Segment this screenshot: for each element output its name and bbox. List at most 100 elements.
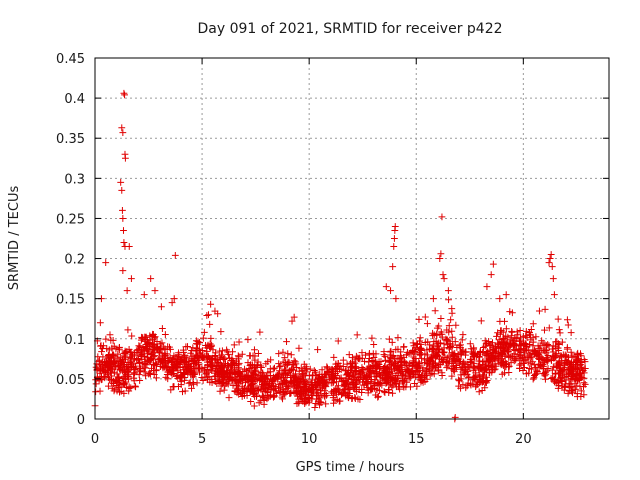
data-point <box>358 349 366 357</box>
data-point <box>445 322 453 330</box>
data-point <box>148 365 155 372</box>
data-point <box>418 345 425 353</box>
data-point <box>512 353 520 361</box>
data-point <box>392 380 400 387</box>
data-point <box>193 379 201 387</box>
data-point <box>418 372 425 380</box>
data-point <box>218 351 225 359</box>
data-point <box>456 377 463 385</box>
data-point <box>555 326 563 334</box>
data-point <box>382 370 390 377</box>
data-point <box>306 365 314 373</box>
data-point <box>162 373 170 381</box>
data-point <box>162 364 170 372</box>
data-point <box>219 347 226 355</box>
data-point <box>281 354 289 362</box>
data-point <box>385 335 393 343</box>
data-point <box>394 345 402 353</box>
y-tick-labels: 0 0.05 0.1 0.15 0.2 0.25 0.3 0.35 0.4 0.45 <box>56 52 85 428</box>
data-point <box>434 342 442 350</box>
data-point <box>545 324 553 332</box>
data-point <box>105 382 112 390</box>
data-point <box>271 364 278 372</box>
data-point <box>433 342 441 350</box>
data-point <box>149 333 157 340</box>
data-point <box>120 361 128 368</box>
data-point <box>199 377 207 384</box>
data-point <box>181 376 188 384</box>
data-point <box>389 389 396 397</box>
data-point <box>529 338 537 346</box>
data-point <box>275 381 283 388</box>
data-point <box>152 359 160 367</box>
data-point <box>173 364 181 371</box>
data-point <box>510 346 518 354</box>
data-point <box>376 365 383 373</box>
data-point <box>564 389 572 397</box>
data-point <box>483 283 491 291</box>
data-point <box>206 355 213 362</box>
data-point <box>233 371 241 379</box>
data-point <box>501 363 509 371</box>
data-point <box>440 348 448 356</box>
data-point <box>430 370 438 378</box>
data-point <box>568 383 576 390</box>
data-point <box>195 359 202 367</box>
data-point <box>548 357 555 364</box>
data-point <box>119 215 127 222</box>
data-point <box>464 379 472 387</box>
data-point <box>321 393 329 401</box>
data-point <box>558 382 566 390</box>
data-point <box>312 368 319 376</box>
plot-frame <box>94 57 610 420</box>
data-point <box>483 339 491 347</box>
data-point <box>178 373 186 381</box>
data-point <box>564 368 572 376</box>
data-point <box>376 364 384 372</box>
data-point <box>122 378 130 386</box>
data-point <box>189 373 197 381</box>
data-point <box>164 368 172 376</box>
data-point <box>348 362 356 370</box>
data-point <box>267 384 275 392</box>
data-point <box>387 348 395 356</box>
data-point <box>138 347 145 355</box>
data-point <box>506 341 514 349</box>
data-point <box>301 395 309 402</box>
data-point <box>426 371 434 379</box>
data-point <box>378 381 386 389</box>
data-point <box>316 370 324 378</box>
data-point <box>114 373 122 381</box>
data-point <box>391 235 398 242</box>
data-point <box>476 361 484 369</box>
data-point <box>160 352 168 360</box>
data-point <box>220 367 228 375</box>
data-point <box>292 387 300 395</box>
data-point <box>194 353 202 361</box>
data-point <box>507 359 515 367</box>
data-point <box>402 383 410 391</box>
data-point <box>266 365 274 373</box>
data-point <box>344 391 351 399</box>
data-point <box>336 365 343 373</box>
data-point <box>438 369 446 377</box>
data-point <box>199 334 207 342</box>
data-point <box>200 328 208 336</box>
data-point <box>319 384 326 392</box>
data-point <box>380 388 388 395</box>
data-point <box>204 341 212 349</box>
data-point <box>219 379 227 386</box>
data-point <box>410 353 418 361</box>
data-point <box>331 386 339 393</box>
data-point <box>396 359 404 366</box>
data-point <box>224 348 232 356</box>
data-point <box>185 358 193 366</box>
data-point <box>390 243 398 250</box>
data-point <box>573 382 581 390</box>
data-point <box>304 394 312 401</box>
data-point <box>392 295 400 303</box>
data-point <box>389 263 397 270</box>
data-point <box>165 358 173 366</box>
data-point <box>307 379 315 387</box>
data-point <box>132 383 139 391</box>
